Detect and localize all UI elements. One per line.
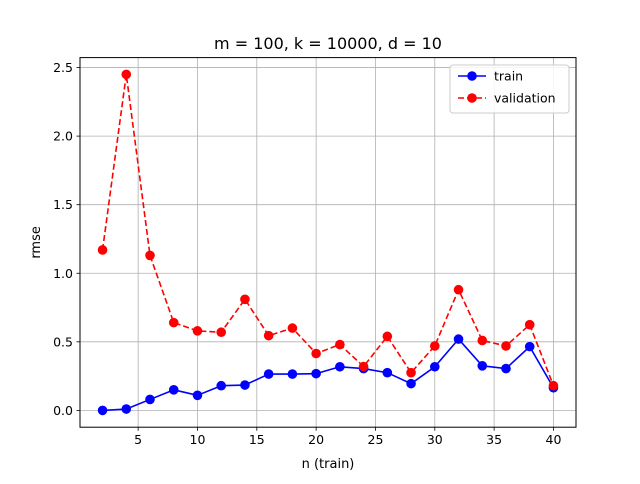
y-tick-label: 1.0 bbox=[53, 266, 73, 281]
x-tick-label: 10 bbox=[190, 432, 206, 447]
y-tick-label: 2.5 bbox=[53, 60, 73, 75]
x-axis-label: n (train) bbox=[302, 457, 355, 472]
axis-ticks: 5 10 15 20 25 30 35 40 0.0 0.5 1.0 1.5 2.0 2.5 bbox=[53, 60, 561, 447]
legend-frame bbox=[449, 64, 570, 114]
x-tick-label: 5 bbox=[134, 432, 142, 447]
data-point-train bbox=[121, 404, 132, 414]
data-point-validation bbox=[429, 341, 440, 351]
data-point-validation bbox=[477, 335, 488, 346]
data-point-train bbox=[453, 334, 464, 344]
series-validation bbox=[97, 69, 559, 391]
data-point-validation bbox=[311, 348, 321, 359]
data-point-validation bbox=[548, 380, 559, 391]
legend: train validation bbox=[449, 64, 570, 114]
x-tick-label: 15 bbox=[249, 432, 265, 447]
data-point-train bbox=[192, 390, 203, 401]
data-point-train bbox=[524, 341, 535, 352]
legend-validation-marker bbox=[467, 93, 477, 103]
data-point-validation bbox=[97, 245, 108, 255]
data-point-validation bbox=[406, 367, 416, 378]
legend-train-marker bbox=[467, 71, 477, 81]
legend-train-label: train bbox=[494, 69, 523, 84]
data-point-train bbox=[97, 405, 108, 416]
data-point-train bbox=[311, 368, 321, 379]
y-tick-label: 1.5 bbox=[53, 197, 73, 212]
data-point-train bbox=[145, 394, 155, 405]
data-point-train bbox=[168, 385, 179, 395]
y-tick-label: 0.5 bbox=[53, 334, 73, 349]
data-point-validation bbox=[263, 330, 274, 341]
chart-title: m = 100, k = 10000, d = 10 bbox=[214, 34, 442, 53]
data-point-train bbox=[216, 380, 227, 391]
legend-entry-train: train bbox=[458, 69, 523, 84]
x-tick-label: 25 bbox=[368, 432, 384, 447]
data-point-train bbox=[335, 361, 345, 372]
y-axis-label: rmse bbox=[29, 226, 44, 259]
data-point-validation bbox=[501, 341, 511, 351]
series-layer bbox=[97, 69, 559, 416]
data-point-train bbox=[287, 369, 298, 379]
data-point-train bbox=[477, 361, 488, 371]
data-point-train bbox=[429, 361, 440, 372]
grid-lines bbox=[80, 57, 576, 428]
data-point-train bbox=[501, 363, 511, 374]
axes-frame bbox=[79, 57, 577, 428]
data-point-train bbox=[406, 378, 416, 389]
data-point-validation bbox=[240, 294, 250, 305]
data-point-validation bbox=[216, 327, 227, 338]
x-tick-label: 40 bbox=[546, 432, 562, 447]
data-point-validation bbox=[382, 331, 393, 342]
data-point-validation bbox=[168, 317, 179, 328]
legend-validation-label: validation bbox=[494, 91, 556, 106]
y-tick-label: 0.0 bbox=[53, 403, 73, 418]
data-point-validation bbox=[287, 323, 298, 333]
data-point-train bbox=[263, 369, 274, 379]
data-point-validation bbox=[358, 361, 369, 372]
data-point-validation bbox=[145, 250, 155, 261]
data-point-validation bbox=[121, 69, 132, 80]
data-point-validation bbox=[335, 339, 345, 350]
x-tick-label: 35 bbox=[486, 432, 502, 447]
legend-entry-validation: validation bbox=[458, 91, 556, 106]
data-point-train bbox=[382, 367, 393, 378]
data-point-validation bbox=[453, 284, 464, 295]
x-tick-label: 20 bbox=[308, 432, 324, 447]
data-point-validation bbox=[192, 326, 203, 336]
data-point-train bbox=[240, 380, 250, 390]
y-tick-label: 2.0 bbox=[53, 129, 73, 144]
data-point-validation bbox=[524, 319, 535, 330]
x-tick-label: 30 bbox=[427, 432, 443, 447]
